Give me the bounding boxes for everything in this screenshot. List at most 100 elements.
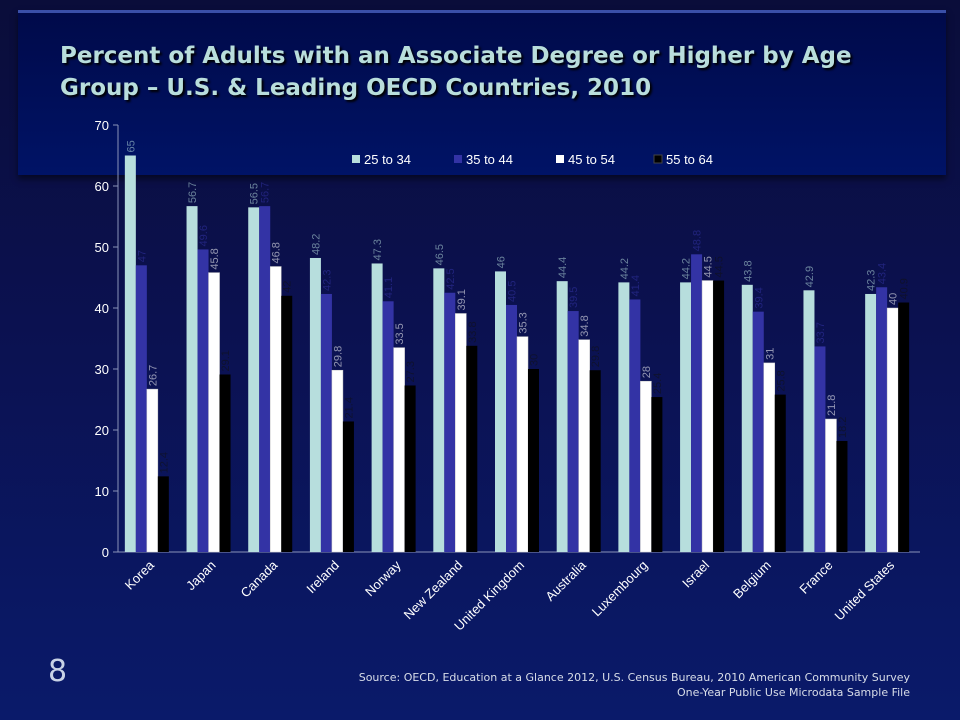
legend-label-2: 45 to 54 bbox=[568, 152, 615, 167]
slide-title: Percent of Adults with an Associate Degr… bbox=[60, 43, 852, 101]
x-tick-label: New Zealand bbox=[401, 558, 466, 623]
bar-0-3 bbox=[157, 476, 169, 552]
bar-4-2 bbox=[393, 347, 405, 553]
bar-5-2 bbox=[455, 313, 467, 553]
data-label-12-0: 42.3 bbox=[866, 270, 878, 291]
bar-4-0 bbox=[371, 263, 383, 552]
data-label-11-2: 21.8 bbox=[826, 395, 838, 416]
data-label-6-2: 35.3 bbox=[518, 312, 530, 333]
data-label-5-2: 39.1 bbox=[456, 289, 468, 310]
bar-3-1 bbox=[320, 293, 332, 552]
legend-swatch-2 bbox=[556, 155, 564, 163]
x-tick-label: Japan bbox=[183, 558, 219, 594]
bar-12-2 bbox=[886, 307, 899, 553]
bar-3-3 bbox=[342, 421, 354, 552]
y-tick-label: 30 bbox=[95, 362, 109, 377]
bar-7-3 bbox=[589, 370, 601, 552]
data-label-5-1: 42.5 bbox=[445, 268, 457, 289]
bar-7-2 bbox=[578, 339, 590, 553]
data-label-6-3: 30 bbox=[529, 354, 541, 366]
y-tick-label: 70 bbox=[95, 118, 109, 133]
x-tick-label: United States bbox=[831, 557, 897, 623]
data-label-12-3: 40.9 bbox=[899, 278, 911, 299]
data-label-7-1: 39.5 bbox=[568, 287, 580, 308]
bar-7-1 bbox=[567, 311, 579, 552]
bar-11-0 bbox=[803, 290, 815, 552]
bar-12-3 bbox=[898, 302, 910, 552]
data-label-7-2: 34.8 bbox=[579, 315, 591, 336]
data-label-0-2: 26.7 bbox=[147, 365, 159, 386]
data-label-10-1: 39.4 bbox=[753, 287, 765, 308]
data-label-6-0: 46 bbox=[496, 256, 508, 268]
bar-9-0 bbox=[680, 282, 692, 552]
data-label-2-0: 56.5 bbox=[249, 183, 261, 204]
y-tick-label: 0 bbox=[102, 545, 109, 560]
data-label-0-3: 12.4 bbox=[158, 452, 170, 473]
x-tick-label: Canada bbox=[238, 557, 281, 600]
legend-label-0: 25 to 34 bbox=[364, 152, 411, 167]
bar-9-2 bbox=[701, 280, 714, 553]
data-label-5-0: 46.5 bbox=[434, 244, 446, 265]
data-label-2-3: 42 bbox=[282, 281, 294, 293]
bar-6-2 bbox=[516, 336, 529, 553]
data-label-9-3: 44.5 bbox=[714, 256, 726, 277]
bar-9-3 bbox=[713, 280, 725, 552]
bar-12-1 bbox=[876, 287, 888, 552]
data-label-8-0: 44.2 bbox=[619, 258, 631, 279]
data-label-7-0: 44.4 bbox=[557, 257, 569, 278]
x-tick-label: Norway bbox=[362, 557, 404, 599]
bar-6-3 bbox=[528, 369, 539, 552]
bar-4-3 bbox=[404, 385, 416, 552]
bar-3-2 bbox=[331, 369, 344, 553]
data-label-1-0: 56.7 bbox=[187, 182, 199, 203]
data-label-8-2: 28 bbox=[641, 366, 653, 378]
data-label-11-0: 42.9 bbox=[804, 266, 816, 287]
data-label-5-3: 33.8 bbox=[467, 321, 479, 342]
bar-11-3 bbox=[836, 440, 848, 552]
data-label-10-0: 43.8 bbox=[742, 260, 754, 281]
bar-2-0 bbox=[248, 207, 260, 552]
y-tick-label: 40 bbox=[95, 301, 109, 316]
data-label-3-2: 29.8 bbox=[332, 346, 344, 367]
x-tick-label: Israel bbox=[679, 557, 712, 590]
bar-2-2 bbox=[269, 266, 282, 553]
source-note: Source: OECD, Education at a Glance 2012… bbox=[358, 671, 910, 699]
data-label-10-3: 25.8 bbox=[775, 370, 787, 391]
bar-0-2 bbox=[146, 388, 159, 553]
x-tick-label: Australia bbox=[542, 557, 589, 604]
data-label-4-3: 27.3 bbox=[405, 361, 417, 382]
data-label-3-3: 21.4 bbox=[343, 397, 355, 418]
data-label-6-1: 40.5 bbox=[507, 281, 519, 302]
bar-1-1 bbox=[197, 249, 209, 552]
data-label-8-1: 41.4 bbox=[630, 275, 642, 296]
data-label-4-1: 41.1 bbox=[383, 277, 395, 298]
x-tick-label: Ireland bbox=[303, 558, 342, 597]
legend-label-3: 55 to 64 bbox=[666, 152, 713, 167]
bar-1-3 bbox=[219, 374, 231, 552]
data-label-1-3: 29.1 bbox=[220, 350, 232, 371]
data-label-12-1: 43.4 bbox=[877, 263, 889, 284]
legend-swatch-0 bbox=[352, 155, 360, 163]
data-label-8-3: 25.4 bbox=[652, 373, 664, 394]
bar-7-0 bbox=[556, 281, 568, 552]
bar-9-1 bbox=[691, 254, 703, 552]
legend-label-1: 35 to 44 bbox=[466, 152, 513, 167]
bar-2-1 bbox=[259, 206, 271, 552]
data-label-10-2: 31 bbox=[764, 348, 776, 360]
data-label-12-2: 40 bbox=[888, 293, 900, 305]
bar-11-2 bbox=[825, 418, 837, 553]
bar-0-1 bbox=[135, 265, 147, 552]
bar-10-0 bbox=[741, 284, 753, 552]
data-label-1-2: 45.8 bbox=[209, 248, 221, 269]
page-number: 8 bbox=[48, 654, 68, 689]
bar-12-0 bbox=[865, 293, 877, 552]
bar-8-3 bbox=[651, 397, 663, 552]
y-tick-label: 10 bbox=[95, 484, 109, 499]
y-tick-label: 50 bbox=[95, 240, 109, 255]
x-tick-label: France bbox=[796, 558, 835, 597]
data-label-9-1: 48.8 bbox=[692, 230, 704, 251]
bar-10-3 bbox=[774, 394, 786, 552]
y-tick-label: 20 bbox=[95, 423, 109, 438]
data-label-0-1: 47 bbox=[136, 250, 148, 262]
